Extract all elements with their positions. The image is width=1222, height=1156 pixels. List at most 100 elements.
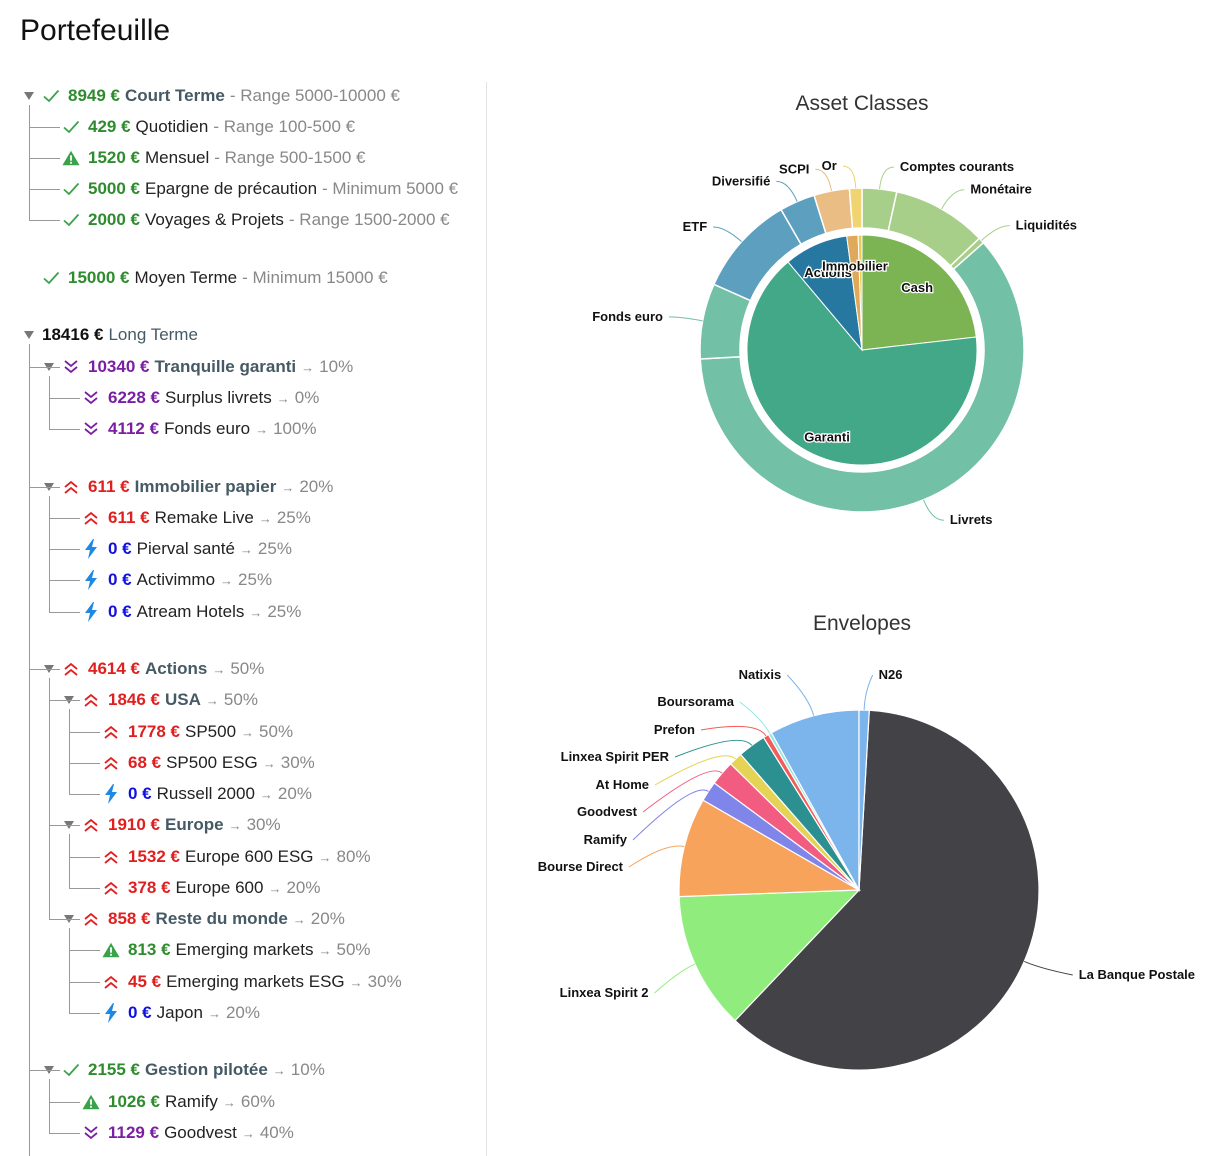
chevrons-up-icon <box>102 848 120 866</box>
node-amount: 0 € <box>128 784 152 803</box>
node-amount: 1532 € <box>128 847 180 866</box>
asset-connector-liquidites <box>981 225 1010 241</box>
chevrons-down-icon <box>62 358 80 376</box>
envelope-label-ramify: Ramify <box>584 832 628 847</box>
chevrons-down-icon <box>82 1124 100 1142</box>
chevrons-up-icon <box>82 691 100 709</box>
node-name: Gestion pilotée <box>145 1060 268 1079</box>
warning-icon <box>82 1093 100 1111</box>
tree-node-europe-600-esg: 1532 € Europe 600 ESG → 80% <box>84 846 371 868</box>
expand-caret-icon[interactable] <box>24 331 34 339</box>
tree-node-remake-live: 611 € Remake Live → 25% <box>64 507 311 529</box>
node-name: Reste du monde <box>155 909 288 928</box>
asset-label-livrets: Livrets <box>950 512 993 527</box>
tree-connector <box>29 487 60 488</box>
arrow-right-icon: → <box>272 1062 286 1078</box>
tree-node-gestion-pilotee[interactable]: 2155 € Gestion pilotée → 10% <box>44 1059 325 1081</box>
envelope-label-at-home: At Home <box>596 777 649 792</box>
node-name: Tranquille garanti <box>154 357 297 376</box>
tree-node-actions[interactable]: 4614 € Actions → 50% <box>44 658 264 680</box>
node-target-pct: 30% <box>367 972 402 991</box>
node-amount: 4112 € <box>108 419 160 438</box>
warning-icon <box>62 149 80 167</box>
envelope-slice-natixis[interactable] <box>770 709 860 893</box>
asset-label-fonds-euro: Fonds euro <box>592 309 663 324</box>
node-target-pct: 40% <box>259 1123 294 1142</box>
node-amount: 1778 € <box>128 722 180 741</box>
tree-connector <box>49 429 80 430</box>
tree-node-tranquille-garanti[interactable]: 10340 € Tranquille garanti → 10% <box>44 356 353 378</box>
chevrons-up-icon <box>102 973 120 991</box>
arrow-right-icon: → <box>228 817 242 833</box>
asset-inner-slice-or[interactable] <box>857 234 863 351</box>
portfolio-tree: 8949 € Court Terme - Range 5000-10000 € 429… <box>0 0 486 1156</box>
asset-connector-monetaire <box>941 189 965 210</box>
bolt-icon <box>102 1003 120 1023</box>
node-target-pct: 25% <box>257 539 292 558</box>
node-name: Emerging markets <box>175 940 314 959</box>
tree-connector <box>69 794 100 795</box>
tree-node-usa[interactable]: 1846 € USA → 50% <box>64 689 258 711</box>
tree-connector <box>49 518 80 519</box>
envelope-slice-linxea-spirit-2[interactable] <box>678 889 861 1022</box>
bolt-icon <box>82 602 100 622</box>
asset-inner-slice-cash[interactable] <box>861 234 977 351</box>
envelope-label-bourse-direct: Bourse Direct <box>538 859 624 874</box>
envelope-connector-n26 <box>863 674 874 711</box>
node-target-pct: 20% <box>310 909 345 928</box>
node-target-pct: 50% <box>336 940 371 959</box>
charts-panel: Asset Classes Cash Garanti Actions Immobili… <box>487 0 1222 1156</box>
envelope-connector-prefon <box>700 725 767 737</box>
asset-outer-slice-or[interactable] <box>848 187 863 230</box>
arrow-right-icon: → <box>207 1005 221 1021</box>
asset-connector-comptes-courants <box>879 166 894 190</box>
node-amount: 5000 € <box>88 179 140 198</box>
tree-node-activimmo: 0 € Activimmo → 25% <box>64 569 272 591</box>
node-name: Actions <box>145 659 208 678</box>
node-name: Ramify <box>165 1092 218 1111</box>
tree-connector <box>49 496 50 612</box>
node-name: Remake Live <box>154 508 254 527</box>
node-name: Moyen Terme <box>134 268 238 287</box>
arrow-right-icon: → <box>318 849 332 865</box>
arrow-right-icon: → <box>262 755 276 771</box>
node-name: Court Terme <box>125 86 225 105</box>
chevrons-up-icon <box>82 910 100 928</box>
node-amount: 1910 € <box>108 815 160 834</box>
envelope-connector-bourse-direct <box>628 845 685 868</box>
node-name: Voyages & Projets <box>145 210 284 229</box>
envelope-connector-natixis <box>786 674 815 716</box>
chevrons-down-icon <box>82 420 100 438</box>
tree-connector <box>29 127 60 128</box>
tree-node-long-terme[interactable]: 18416 € Long Terme <box>24 324 198 346</box>
envelope-label-la-banque-postale: La Banque Postale <box>1079 967 1195 982</box>
asset-connector-etf <box>713 226 742 243</box>
tree-node-europe[interactable]: 1910 € Europe → 30% <box>64 814 281 836</box>
arrow-right-icon: → <box>292 911 306 927</box>
tree-node-court-terme[interactable]: 8949 € Court Terme - Range 5000-10000 € <box>24 85 400 107</box>
node-target-pct: 50% <box>223 690 258 709</box>
expand-caret-icon[interactable] <box>24 92 34 100</box>
node-target: - Range 5000-10000 € <box>229 86 400 105</box>
asset-inner-slice-garanti[interactable] <box>746 261 978 466</box>
node-amount: 6228 € <box>108 388 160 407</box>
arrow-right-icon: → <box>349 974 363 990</box>
node-amount: 2000 € <box>88 210 140 229</box>
chevrons-up-icon <box>82 509 100 527</box>
tree-node-reste-du-monde[interactable]: 858 € Reste du monde → 20% <box>64 908 345 930</box>
asset-label-comptes-courants: Comptes courants <box>900 159 1014 174</box>
envelope-connector-goodvest <box>642 770 723 813</box>
page-title: Portefeuille <box>20 14 171 47</box>
envelope-connector-at-home <box>654 755 736 786</box>
arrow-right-icon: → <box>258 510 272 526</box>
tree-node-immobilier-papier[interactable]: 611 € Immobilier papier → 20% <box>44 476 333 498</box>
arrow-right-icon: → <box>276 390 290 406</box>
arrow-right-icon: → <box>241 724 255 740</box>
asset-outer-slice-livrets[interactable] <box>699 241 1025 513</box>
node-amount: 4614 € <box>88 659 140 678</box>
chevrons-down-icon <box>82 389 100 407</box>
envelope-slice-la-banque-postale[interactable] <box>734 709 1040 1071</box>
node-target-pct: 50% <box>230 659 265 678</box>
tree-node-surplus-livrets: 6228 € Surplus livrets → 0% <box>64 387 319 409</box>
node-target: - Range 100-500 € <box>213 117 356 136</box>
